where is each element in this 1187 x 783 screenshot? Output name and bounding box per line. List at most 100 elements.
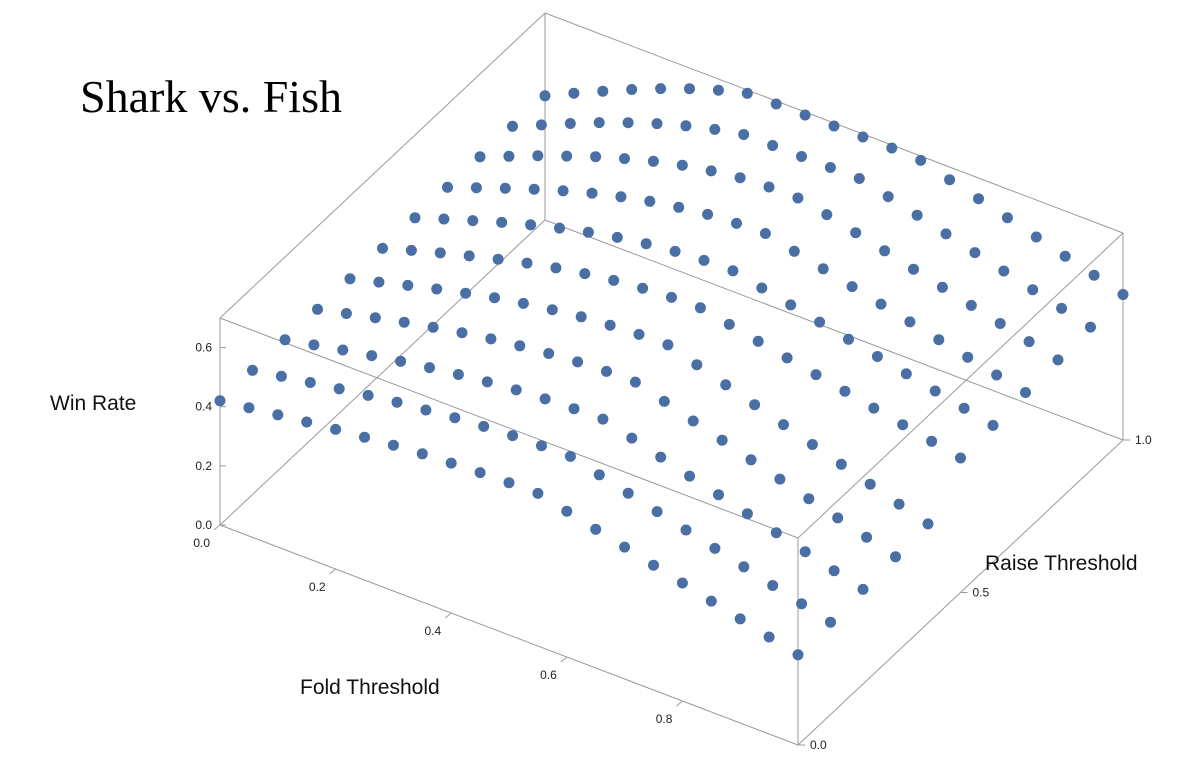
data-point [586, 187, 598, 199]
data-point [633, 328, 645, 340]
x-tick-label: 0.4 [425, 624, 442, 638]
data-point [828, 120, 840, 132]
data-point [597, 85, 609, 97]
data-point [564, 450, 576, 462]
data-point [669, 245, 681, 257]
data-point [1059, 250, 1071, 262]
data-point [723, 318, 735, 330]
data-point [684, 470, 696, 482]
data-point [749, 399, 761, 411]
data-point [929, 385, 941, 397]
data-point [936, 281, 948, 293]
data-point [377, 242, 388, 254]
data-point [705, 165, 717, 177]
data-point [785, 299, 797, 311]
data-point [698, 254, 710, 266]
data-point [738, 561, 750, 573]
data-point [926, 435, 938, 447]
data-point [770, 527, 782, 539]
data-point [420, 404, 432, 416]
data-point [424, 362, 435, 374]
box-edge [219, 317, 799, 539]
data-point [416, 448, 428, 460]
data-point [781, 352, 793, 364]
data-point [796, 151, 807, 162]
data-point [814, 316, 826, 328]
data-point [940, 228, 952, 240]
data-point [622, 117, 634, 129]
data-point [478, 420, 490, 432]
data-point [499, 182, 511, 194]
data-point [601, 365, 612, 377]
data-point [521, 257, 533, 269]
data-point [496, 216, 508, 228]
data-point [467, 215, 479, 227]
data-point [619, 541, 631, 553]
data-point [470, 182, 482, 194]
data-point [832, 512, 844, 524]
data-point [965, 299, 977, 311]
data-point [694, 302, 706, 314]
data-point [734, 172, 746, 184]
data-point [481, 376, 493, 388]
axis-ticks: 0.0 0.2 0.4 0.6 0.8 0.0 0.5 1.0 0.0 0.2 0.4 0.6 [193, 341, 1152, 752]
data-point [857, 131, 869, 143]
data-point [597, 413, 609, 425]
data-point [933, 334, 945, 346]
data-point [799, 546, 811, 558]
data-point [626, 432, 638, 444]
data-point [391, 396, 403, 408]
data-point [604, 319, 616, 331]
data-point [716, 434, 728, 446]
data-point [647, 155, 659, 167]
data-point [911, 209, 923, 221]
data-point [655, 451, 667, 463]
data-point [395, 355, 407, 367]
data-point [886, 142, 898, 154]
data-point [550, 262, 562, 274]
data-point [788, 245, 800, 257]
x-axis-label: Fold Threshold [300, 676, 440, 699]
data-point [1001, 212, 1013, 224]
data-point [915, 154, 927, 166]
data-point [676, 159, 688, 171]
data-point [514, 340, 526, 352]
data-point [517, 297, 529, 309]
data-point [687, 415, 699, 427]
data-point [402, 279, 414, 291]
data-point [666, 291, 677, 303]
data-point [214, 395, 226, 407]
x-tick-mark [329, 568, 336, 575]
data-point [1085, 321, 1096, 333]
data-point [824, 162, 836, 173]
data-point [456, 327, 468, 339]
data-point [525, 219, 537, 231]
data-point [893, 498, 905, 510]
data-point [770, 98, 782, 110]
data-point [359, 431, 370, 443]
data-points [214, 83, 1129, 661]
data-point [756, 282, 768, 294]
data-point [998, 265, 1010, 277]
z-tick-label: 0.4 [195, 400, 212, 414]
y-tick-label: 1.0 [1135, 433, 1152, 447]
box-edge [797, 232, 1124, 539]
data-point [438, 213, 450, 225]
data-point [554, 222, 565, 234]
data-point [510, 384, 522, 396]
data-point [615, 191, 627, 203]
data-point [853, 173, 865, 184]
z-axis-label: Win Rate [50, 392, 136, 415]
data-point [720, 379, 732, 391]
data-point [882, 191, 894, 203]
data-point [561, 150, 573, 162]
data-point [904, 316, 916, 328]
data-point [593, 469, 605, 481]
data-point [662, 339, 674, 351]
data-point [864, 478, 876, 490]
data-point [532, 487, 544, 499]
data-point [333, 383, 345, 395]
data-point [640, 238, 652, 250]
data-point [539, 393, 551, 405]
data-point [452, 369, 464, 380]
